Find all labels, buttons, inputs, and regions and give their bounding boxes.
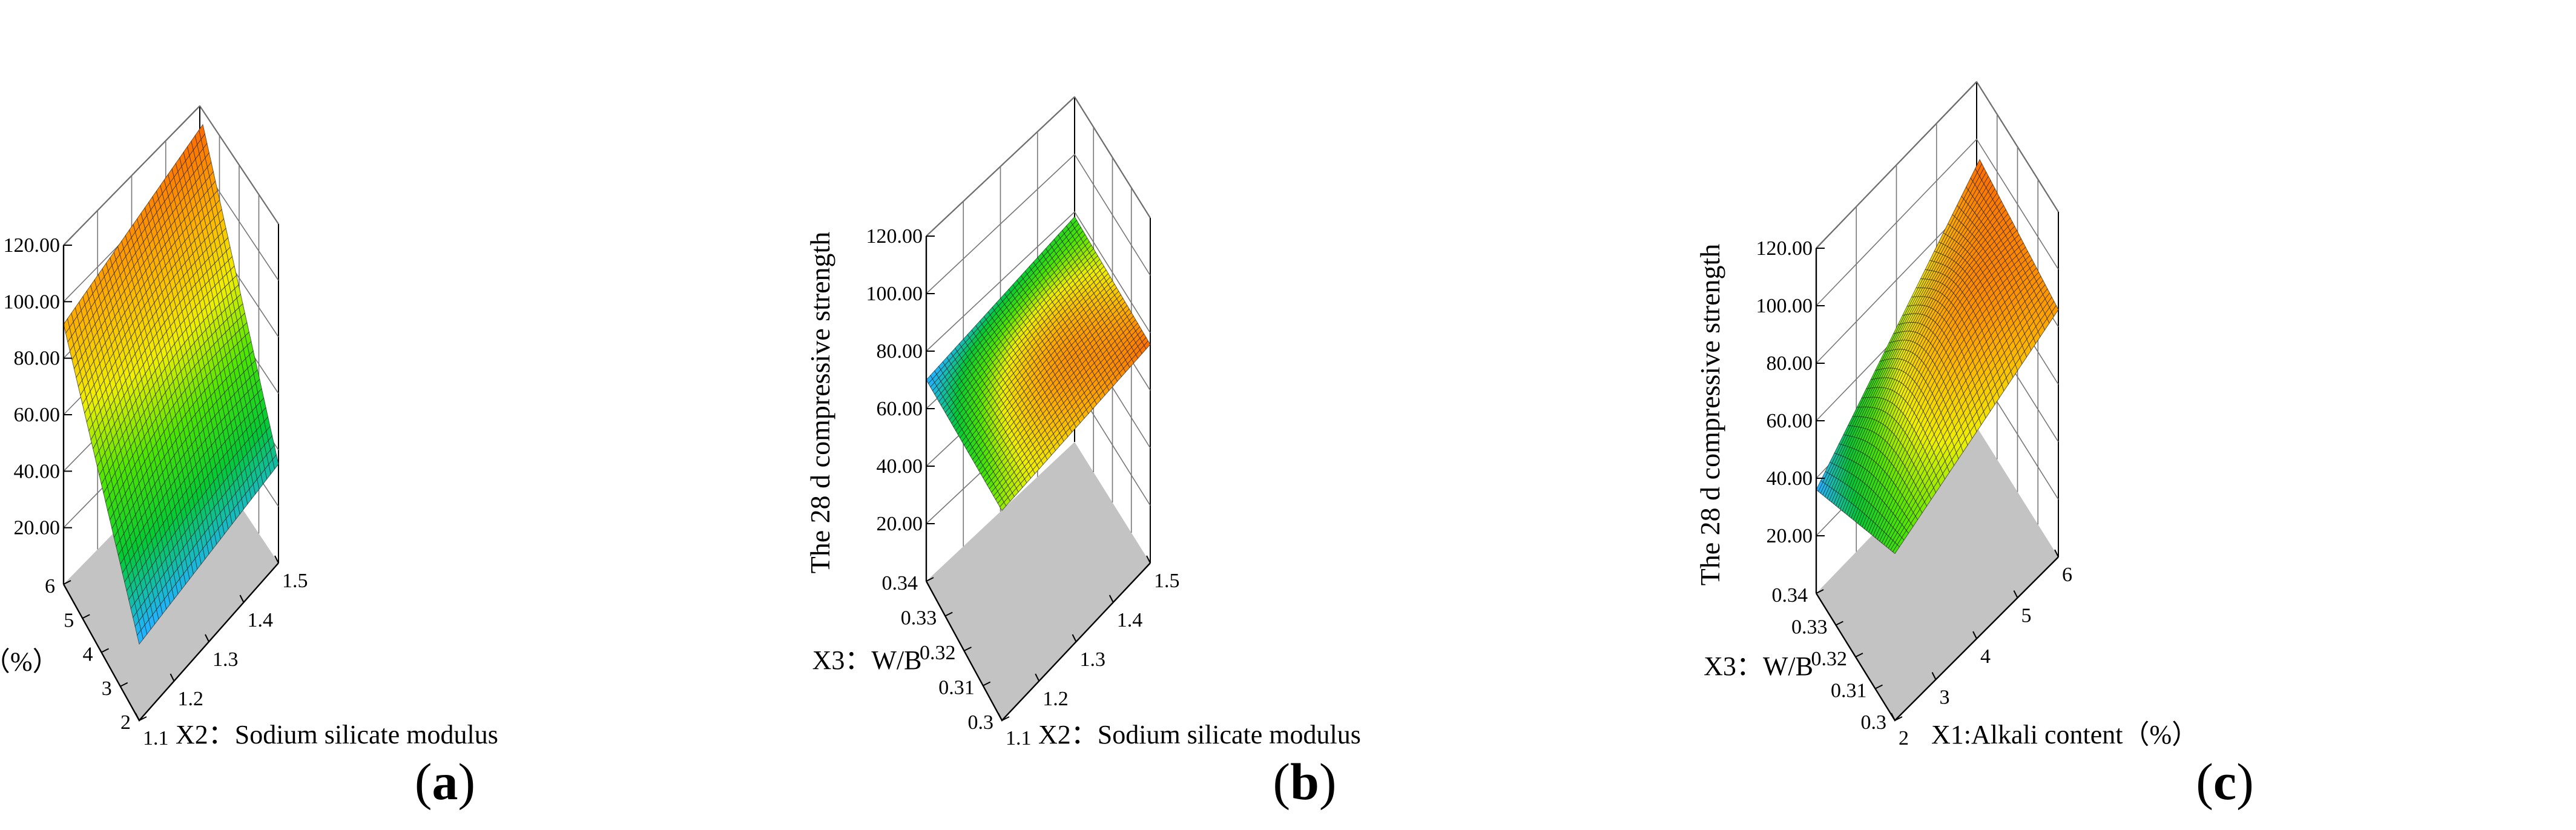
- depth-tick-label: 0.31: [1831, 680, 1867, 702]
- z-tick-label: 60.00: [877, 398, 923, 420]
- depth-tick-label: 2: [120, 711, 131, 734]
- right-tick-label: 1.3: [212, 648, 239, 671]
- depth-tick-label: 5: [64, 609, 74, 631]
- depth-tick-label: 0.34: [882, 572, 918, 595]
- panel-label: (a): [415, 753, 475, 811]
- z-tick-label: 40.00: [14, 460, 61, 483]
- response-surface: [1816, 159, 2059, 555]
- z-tick-label: 120.00: [1756, 237, 1813, 260]
- right-tick-label: 1.1: [143, 727, 169, 749]
- depth-tick-label: 0.3: [968, 711, 994, 734]
- depth-tick-label: 0.3: [1861, 711, 1887, 734]
- z-tick-label: 80.00: [877, 340, 923, 363]
- z-tick-label: 60.00: [1767, 410, 1813, 432]
- right-tick-label: 1.2: [1043, 688, 1069, 710]
- z-axis-label: The 28 d compressive strength: [1695, 244, 1725, 586]
- right-tick-label: 1.2: [178, 688, 204, 710]
- right-tick-label: 1.5: [1154, 570, 1180, 592]
- right-tick-label: 2: [1899, 727, 1909, 749]
- right-axis: 2 3 4 5 6 X1:Alkali content（%）: [1891, 549, 2198, 749]
- depth-axis: 0.3 0.31 0.32 0.33 0.34 X3：W/B: [812, 572, 1010, 734]
- right-tick-label: 4: [1980, 645, 1991, 668]
- chart-panel-c: 20.00 40.00 60.00 80.00 100.00 120.00 The 28 d…: [1695, 81, 2254, 811]
- panel-label: (c): [2196, 753, 2253, 811]
- right-tick-label: 3: [1940, 687, 1950, 709]
- z-tick-label: 100.00: [866, 283, 923, 305]
- z-tick-label: 120.00: [4, 234, 61, 257]
- right-axis-label: X1:Alkali content（%）: [1931, 720, 2198, 749]
- z-tick-label: 40.00: [877, 455, 923, 478]
- floor-plane: [1816, 427, 2058, 720]
- depth-tick-label: 6: [45, 575, 55, 598]
- depth-tick-label: 0.32: [1811, 648, 1848, 670]
- z-tick-label: 60.00: [14, 404, 61, 426]
- z-tick-label: 100.00: [1756, 295, 1813, 317]
- z-axis: 20.00 40.00 60.00 80.00 100.00 120.00 The 28 d…: [805, 225, 935, 581]
- z-tick-label: 80.00: [14, 347, 61, 370]
- z-tick-label: 20.00: [14, 517, 61, 539]
- z-tick-label: 80.00: [1767, 352, 1813, 375]
- z-tick-label: 20.00: [1767, 525, 1813, 547]
- z-tick-label: 120.00: [866, 225, 923, 248]
- z-tick-label: 40.00: [1767, 467, 1813, 490]
- right-tick-label: 5: [2021, 605, 2032, 627]
- z-axis-label: The 28 d compressive strength: [805, 232, 835, 574]
- right-axis: 1.1 1.2 1.3 1.4 1.5 X2：Sodium silicate modulu…: [135, 555, 498, 749]
- right-tick-label: 1.3: [1080, 648, 1106, 671]
- response-surface: [926, 216, 1151, 512]
- depth-tick-label: 4: [83, 644, 93, 666]
- z-tick-label: 100.00: [4, 291, 61, 313]
- depth-axis-label: X3：W/B: [812, 645, 922, 675]
- right-axis: 1.1 1.2 1.3 1.4 1.5 X2：Sodium silicate modulu…: [998, 555, 1361, 749]
- right-tick-label: 1.1: [1006, 727, 1032, 749]
- depth-tick-label: 0.34: [1772, 584, 1808, 607]
- depth-tick-label: 0.32: [920, 642, 956, 664]
- z-tick-label: 20.00: [877, 513, 923, 535]
- depth-tick-label: 0.33: [1791, 616, 1828, 639]
- z-axis: 20.00 40.00 60.00 80.00 100.00 120.00 The 28 d…: [1695, 237, 1825, 593]
- depth-axis-label: X3：W/B: [1704, 651, 1813, 681]
- right-tick-label: 6: [2062, 564, 2072, 586]
- depth-axis-label: X1:Alkali content（%）: [0, 647, 59, 677]
- depth-tick-label: 0.31: [938, 677, 975, 699]
- depth-tick-label: 0.33: [901, 607, 937, 630]
- depth-axis: 0.3 0.31 0.32 0.33 0.34 X3：W/B: [1704, 584, 1903, 734]
- right-tick-label: 1.4: [248, 609, 274, 631]
- depth-tick-label: 3: [102, 677, 112, 700]
- floor-plane: [926, 442, 1150, 720]
- panel-label: (b): [1273, 753, 1336, 811]
- response-surface: [63, 124, 279, 645]
- chart-panel-b: 20.00 40.00 60.00 80.00 100.00 120.00 The 28 d…: [805, 96, 1361, 811]
- right-tick-label: 1.4: [1117, 609, 1143, 631]
- right-axis-label: X2：Sodium silicate modulus: [176, 720, 498, 749]
- right-tick-label: 1.5: [282, 570, 308, 592]
- right-axis-label: X2：Sodium silicate modulus: [1038, 720, 1361, 749]
